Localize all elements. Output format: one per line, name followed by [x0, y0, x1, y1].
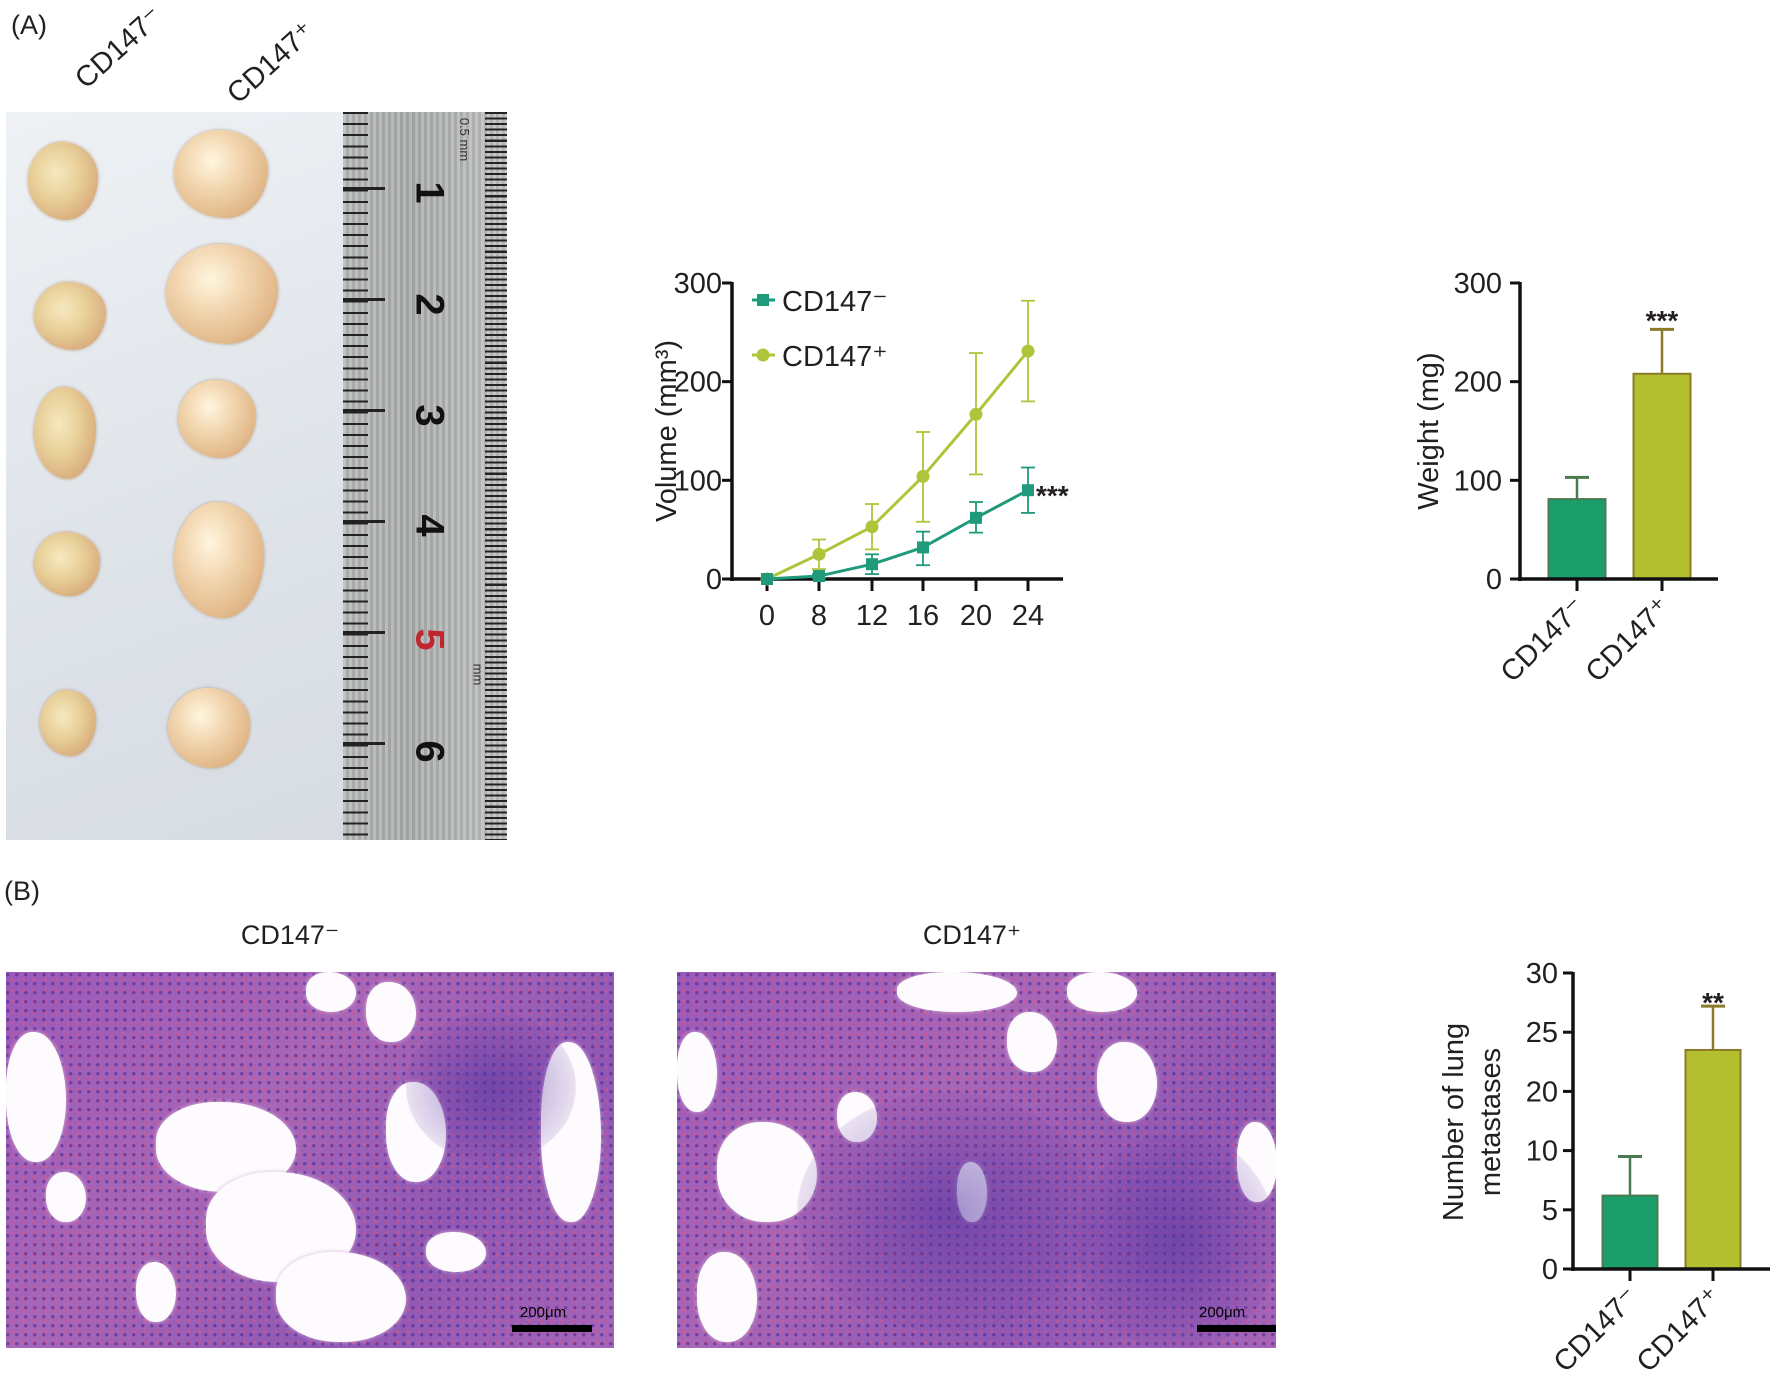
tumor-pos-3 — [178, 380, 256, 458]
tumor-neg-3 — [34, 387, 96, 479]
data-point — [813, 570, 825, 583]
scale-bar-label: 200μm — [1199, 1304, 1246, 1321]
tumor-neg-4 — [34, 532, 100, 596]
x-tick-label: CD147⁻ — [1548, 1281, 1645, 1378]
x-tick-label: 20 — [960, 600, 992, 632]
y-tick-label: 300 — [1454, 268, 1502, 300]
scale-bar — [512, 1325, 592, 1332]
volume-line-chart: Volume (mm³) 0 100 200 300 0 8 12 16 20 24 CD147⁻ C… — [651, 268, 1069, 632]
x-tick-label: CD147⁺ — [1631, 1281, 1728, 1378]
y-tick-label: 30 — [1526, 958, 1558, 990]
tumor-neg-2 — [34, 282, 106, 350]
data-point — [865, 520, 879, 534]
tumor-pos-4 — [174, 502, 264, 618]
y-tick-label: 5 — [1542, 1195, 1558, 1227]
panel-label-a: (A) — [11, 10, 47, 40]
data-point — [866, 558, 878, 571]
tumor-pos-1 — [174, 130, 268, 218]
y-tick-label: 200 — [1454, 367, 1502, 399]
ruler: 0.5 mm mm 1 2 3 4 5 6 — [343, 112, 507, 840]
y-tick-label: 0 — [706, 564, 722, 596]
bar-cd147-neg — [1547, 498, 1607, 580]
y-tick-label: 100 — [674, 465, 722, 497]
y-tick-label: 0 — [1486, 564, 1502, 596]
legend-label: CD147⁻ — [782, 286, 888, 318]
significance-annotation: ** — [1702, 987, 1724, 1018]
histology-title-neg: CD147⁻ — [240, 920, 340, 950]
panel-label-b: (B) — [4, 876, 40, 906]
x-tick-label: 12 — [856, 600, 888, 632]
tumor-neg-5 — [40, 690, 96, 756]
histology-title-pos: CD147⁺ — [922, 920, 1022, 950]
weight-y-axis-label: Weight (mg) — [1413, 352, 1445, 509]
scale-bar — [1197, 1325, 1276, 1332]
metastases-y-axis-label-line1: Number of lung — [1438, 1023, 1470, 1221]
data-point — [1021, 344, 1035, 358]
tumor-pos-2 — [166, 244, 278, 344]
data-point — [761, 573, 773, 585]
series-line-cd147-pos — [766, 350, 1030, 581]
legend-label: CD147⁺ — [782, 341, 888, 373]
x-tick-label: 16 — [907, 600, 939, 632]
significance-annotation: *** — [1036, 480, 1069, 511]
data-point — [970, 511, 982, 524]
x-tick-label: 24 — [1012, 600, 1044, 632]
x-tick-label: CD147⁺ — [1580, 591, 1677, 688]
bar-cd147-pos — [1632, 372, 1692, 581]
x-tick-label: 0 — [759, 600, 775, 632]
series-line-cd147-neg — [766, 488, 1029, 581]
data-point — [969, 407, 983, 421]
y-tick-label: 0 — [1542, 1254, 1558, 1286]
y-tick-label: 100 — [1454, 465, 1502, 497]
y-tick-label: 25 — [1526, 1017, 1558, 1049]
metastases-bar-chart: Number of lung metastases 0 5 10 20 25 30 CD14… — [1438, 958, 1770, 1379]
scale-bar-label: 200μm — [520, 1304, 567, 1321]
histology-image-cd147-neg: 200μm — [6, 972, 614, 1348]
x-tick-label: 8 — [811, 600, 827, 632]
legend-marker — [756, 348, 770, 362]
tumor-neg-1 — [28, 142, 98, 220]
bar-cd147-neg — [1601, 1194, 1659, 1271]
y-tick-label: 300 — [674, 268, 722, 300]
data-point — [917, 541, 929, 554]
tumor-pos-5 — [168, 688, 250, 768]
metastases-y-axis-label-line2: metastases — [1475, 1048, 1507, 1196]
x-tick-label: CD147⁻ — [1495, 591, 1592, 688]
data-point — [916, 469, 930, 483]
volume-y-axis-label: Volume (mm³) — [651, 340, 683, 522]
significance-annotation: *** — [1646, 305, 1679, 336]
data-point — [1022, 484, 1034, 497]
y-tick-label: 20 — [1526, 1076, 1558, 1108]
weight-bar-chart: Weight (mg) 0 100 200 300 CD147⁻CD147⁺ *** — [1413, 268, 1718, 689]
bar-cd147-pos — [1684, 1048, 1742, 1270]
y-tick-label: 200 — [674, 367, 722, 399]
histology-image-cd147-pos: 200μm — [677, 972, 1276, 1348]
tumor-photograph: 0.5 mm mm 1 2 3 4 5 6 — [6, 112, 507, 840]
data-point — [812, 547, 826, 561]
legend-marker — [757, 294, 769, 306]
y-tick-label: 10 — [1526, 1136, 1558, 1168]
